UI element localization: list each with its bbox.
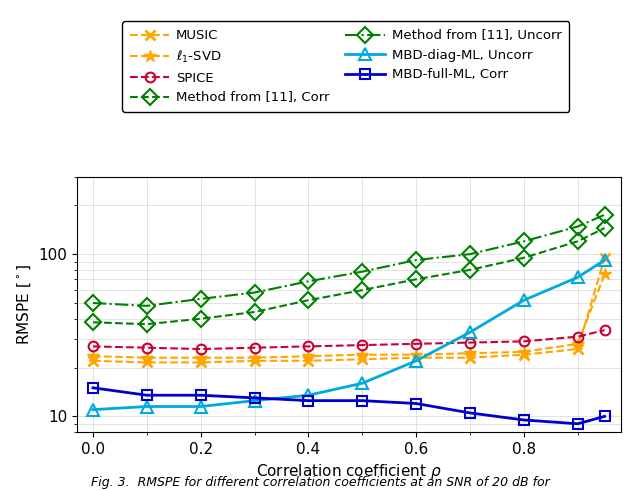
SPICE xyxy=(520,338,528,344)
MBD-full-ML, Corr xyxy=(305,398,312,404)
MBD-full-ML, Corr xyxy=(143,392,150,398)
MBD-diag-ML, Uncorr xyxy=(89,407,97,412)
Method from [11], Corr xyxy=(251,309,259,315)
Line: $\ell_1$-SVD: $\ell_1$-SVD xyxy=(86,268,611,364)
MBD-full-ML, Corr xyxy=(520,417,528,423)
MBD-full-ML, Corr xyxy=(574,421,582,427)
MBD-full-ML, Corr xyxy=(251,395,259,401)
$\ell_1$-SVD xyxy=(466,350,474,356)
Method from [11], Uncorr xyxy=(251,290,259,296)
Method from [11], Corr xyxy=(143,321,150,327)
$\ell_1$-SVD xyxy=(601,272,609,277)
MUSIC xyxy=(197,359,205,365)
MUSIC xyxy=(601,255,609,261)
MBD-diag-ML, Uncorr xyxy=(251,398,259,404)
Method from [11], Corr xyxy=(89,319,97,325)
X-axis label: Correlation coefficient $\rho$: Correlation coefficient $\rho$ xyxy=(256,463,442,481)
MUSIC xyxy=(466,355,474,360)
Line: SPICE: SPICE xyxy=(88,326,609,354)
MBD-full-ML, Corr xyxy=(89,385,97,391)
MBD-diag-ML, Uncorr xyxy=(143,404,150,409)
MBD-diag-ML, Uncorr xyxy=(601,257,609,263)
Line: MUSIC: MUSIC xyxy=(88,253,609,367)
Text: Fig. 3.  RMSPE for different correlation coefficients at an SNR of 20 dB for: Fig. 3. RMSPE for different correlation … xyxy=(91,476,549,489)
MUSIC xyxy=(574,346,582,352)
$\ell_1$-SVD xyxy=(574,341,582,347)
Method from [11], Corr xyxy=(574,238,582,244)
MUSIC xyxy=(305,358,312,364)
SPICE xyxy=(197,346,205,352)
Method from [11], Corr xyxy=(412,276,420,282)
Method from [11], Uncorr xyxy=(412,257,420,263)
Method from [11], Uncorr xyxy=(601,212,609,218)
Method from [11], Corr xyxy=(520,255,528,261)
Method from [11], Uncorr xyxy=(89,300,97,306)
Method from [11], Uncorr xyxy=(574,223,582,229)
MUSIC xyxy=(520,352,528,357)
Line: MBD-diag-ML, Uncorr: MBD-diag-ML, Uncorr xyxy=(88,254,610,415)
$\ell_1$-SVD xyxy=(520,349,528,355)
$\ell_1$-SVD xyxy=(197,355,205,360)
MBD-full-ML, Corr xyxy=(601,413,609,419)
SPICE xyxy=(574,334,582,340)
MBD-diag-ML, Uncorr xyxy=(412,358,420,364)
$\ell_1$-SVD xyxy=(89,353,97,359)
Line: MBD-full-ML, Corr: MBD-full-ML, Corr xyxy=(88,383,609,429)
MUSIC xyxy=(89,358,97,364)
SPICE xyxy=(601,327,609,333)
MBD-diag-ML, Uncorr xyxy=(466,329,474,335)
Method from [11], Corr xyxy=(358,287,366,293)
Method from [11], Uncorr xyxy=(197,296,205,302)
MBD-full-ML, Corr xyxy=(358,398,366,404)
SPICE xyxy=(466,340,474,346)
MBD-diag-ML, Uncorr xyxy=(305,392,312,398)
MBD-full-ML, Corr xyxy=(197,392,205,398)
MUSIC xyxy=(358,356,366,362)
Method from [11], Corr xyxy=(601,225,609,231)
Method from [11], Corr xyxy=(197,316,205,322)
Y-axis label: RMSPE [$^\circ$]: RMSPE [$^\circ$] xyxy=(15,264,33,345)
Legend: MUSIC, $\ell_1$-SVD, SPICE, Method from [11], Corr, Method from [11], Uncorr, MB: MUSIC, $\ell_1$-SVD, SPICE, Method from … xyxy=(122,21,569,112)
Method from [11], Uncorr xyxy=(305,278,312,284)
SPICE xyxy=(251,345,259,351)
Method from [11], Corr xyxy=(305,297,312,303)
Method from [11], Uncorr xyxy=(358,269,366,274)
SPICE xyxy=(89,343,97,349)
Method from [11], Uncorr xyxy=(466,251,474,257)
MUSIC xyxy=(143,359,150,365)
SPICE xyxy=(143,345,150,351)
$\ell_1$-SVD xyxy=(412,352,420,357)
$\ell_1$-SVD xyxy=(305,353,312,359)
Method from [11], Uncorr xyxy=(143,303,150,309)
MUSIC xyxy=(251,358,259,364)
$\ell_1$-SVD xyxy=(143,355,150,360)
MUSIC xyxy=(412,355,420,360)
Method from [11], Uncorr xyxy=(520,238,528,244)
Line: Method from [11], Uncorr: Method from [11], Uncorr xyxy=(88,209,610,311)
$\ell_1$-SVD xyxy=(358,352,366,357)
Line: Method from [11], Corr: Method from [11], Corr xyxy=(88,222,610,330)
MBD-diag-ML, Uncorr xyxy=(197,404,205,409)
$\ell_1$-SVD xyxy=(251,355,259,360)
SPICE xyxy=(358,342,366,348)
MBD-diag-ML, Uncorr xyxy=(520,297,528,303)
MBD-full-ML, Corr xyxy=(466,410,474,416)
MBD-full-ML, Corr xyxy=(412,401,420,407)
SPICE xyxy=(412,341,420,347)
SPICE xyxy=(305,343,312,349)
MBD-diag-ML, Uncorr xyxy=(358,381,366,386)
Method from [11], Corr xyxy=(466,267,474,273)
MBD-diag-ML, Uncorr xyxy=(574,274,582,280)
